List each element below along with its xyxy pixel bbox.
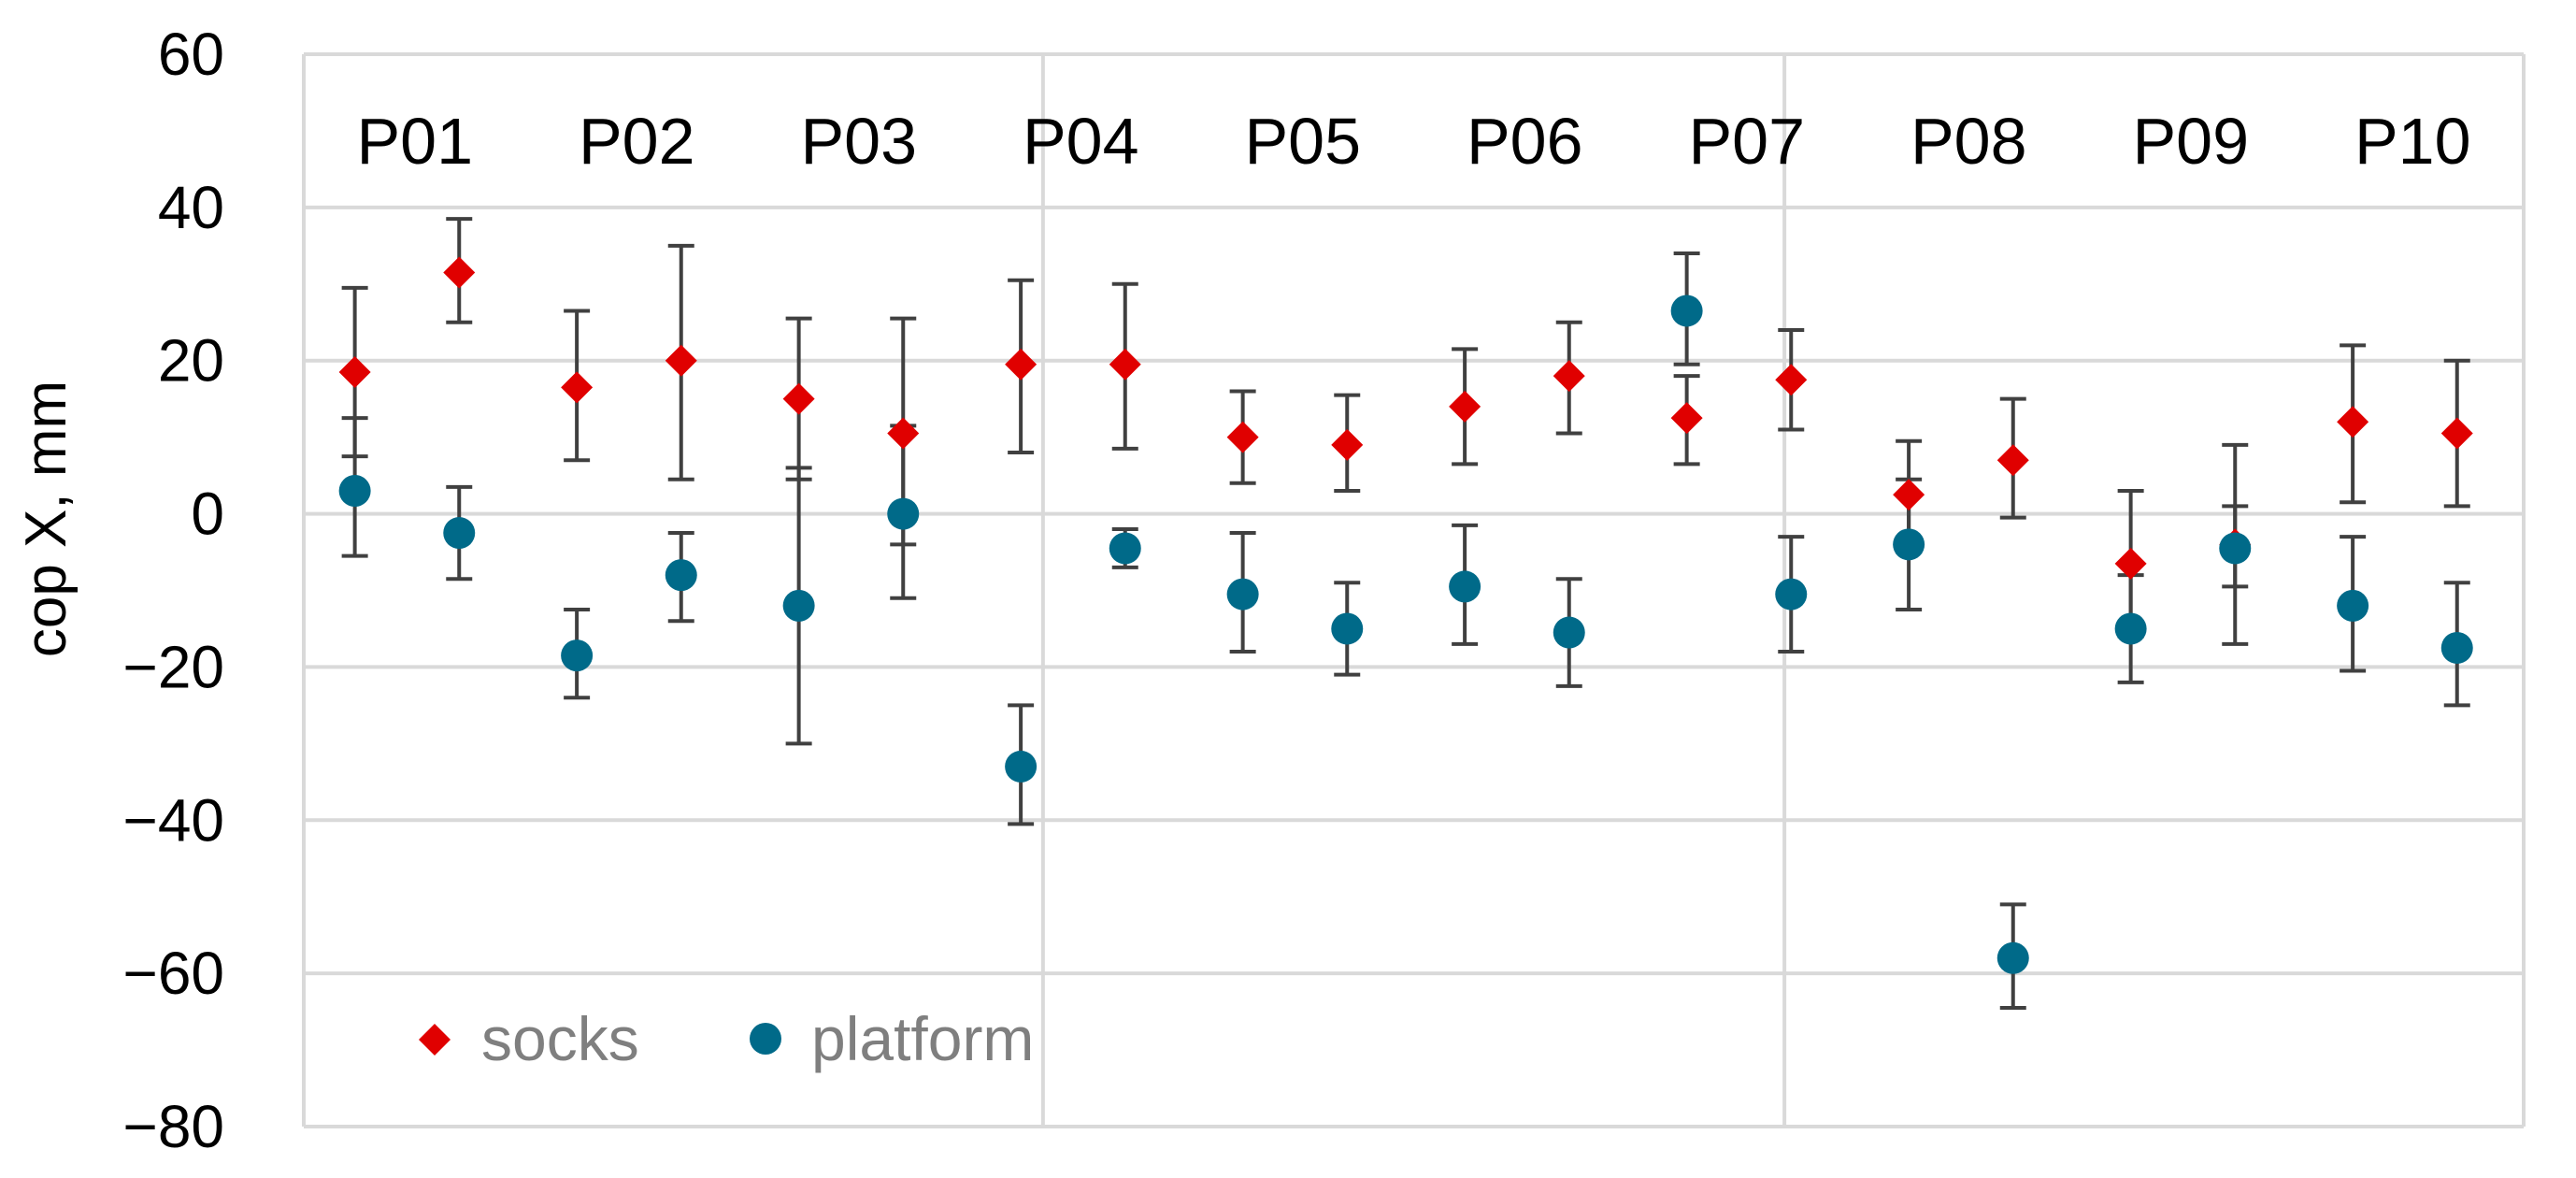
point-socks (338, 356, 371, 389)
point-platform (2440, 631, 2473, 664)
plot-frame (302, 54, 2526, 1127)
panel-labels: P01 P02 P03 P04 P05 P06 P07 P08 P09 P10 (356, 105, 2470, 178)
y-tick-label: 60 (158, 21, 224, 88)
y-tick-label: −60 (122, 940, 224, 1007)
y-tick-label: −20 (122, 633, 224, 700)
point-platform (2114, 612, 2147, 645)
point-platform (1226, 578, 1259, 611)
point-socks (443, 256, 476, 289)
panel-label-p09: P09 (2132, 105, 2249, 178)
point-platform (443, 517, 476, 550)
point-platform (1553, 616, 1585, 649)
point-socks (2114, 547, 2147, 580)
panel-label-p04: P04 (1023, 105, 1139, 178)
point-platform (1893, 528, 1925, 561)
point-socks (782, 382, 815, 415)
point-socks (1775, 364, 1808, 396)
y-tick-label: 20 (158, 327, 224, 395)
point-platform (1449, 570, 1481, 603)
point-platform (338, 474, 371, 507)
point-socks (1109, 348, 1141, 381)
point-platform (665, 559, 697, 592)
point-socks (1226, 421, 1259, 453)
data-markers (338, 256, 2473, 974)
point-platform (1331, 612, 1364, 645)
panel-label-p07: P07 (1688, 105, 1805, 178)
y-tick-label: −80 (122, 1093, 224, 1160)
panel-label-p01: P01 (356, 105, 473, 178)
y-tick-label: 40 (158, 174, 224, 241)
legend-platform-label: platform (811, 1004, 1034, 1073)
panel-label-p06: P06 (1467, 105, 1583, 178)
y-tick-label: −40 (122, 786, 224, 854)
legend-item-socks: socks (419, 1004, 639, 1073)
panel-label-p02: P02 (579, 105, 695, 178)
panel-label-p05: P05 (1244, 105, 1361, 178)
panel-label-p03: P03 (800, 105, 917, 178)
legend: socks platform (419, 1004, 1034, 1073)
point-socks (1449, 390, 1481, 423)
point-platform (782, 589, 815, 622)
panel-label-p08: P08 (1911, 105, 2027, 178)
point-socks (1331, 428, 1364, 461)
point-platform (1775, 578, 1808, 611)
point-platform (887, 497, 920, 530)
point-socks (1996, 444, 2029, 477)
point-platform (1996, 941, 2029, 974)
legend-platform-marker (750, 1023, 781, 1055)
point-platform (2337, 589, 2369, 622)
point-socks (1553, 360, 1585, 393)
y-axis-label: cop X, mm (14, 381, 79, 657)
point-platform (1109, 532, 1141, 565)
grid-layer (304, 52, 2524, 1128)
point-platform (2219, 532, 2252, 565)
point-socks (2440, 417, 2473, 450)
y-tick-label: 0 (191, 481, 224, 548)
point-socks (561, 371, 594, 404)
legend-socks-label: socks (481, 1004, 639, 1073)
point-platform (1005, 750, 1038, 783)
point-socks (1893, 479, 1925, 511)
panel-separators (1040, 54, 1787, 1127)
error-bars (341, 217, 2470, 1011)
legend-socks-marker (419, 1024, 451, 1056)
y-tick-labels: 60 40 20 0 −20 −40 −60 −80 (122, 21, 224, 1160)
point-socks (1670, 402, 1703, 435)
legend-item-platform: platform (750, 1004, 1034, 1073)
point-platform (1670, 294, 1703, 327)
point-platform (561, 639, 594, 672)
point-socks (2337, 406, 2369, 438)
point-socks (1005, 348, 1038, 381)
point-socks (665, 344, 697, 377)
panel-label-p10: P10 (2354, 105, 2471, 178)
point-socks (887, 417, 920, 450)
